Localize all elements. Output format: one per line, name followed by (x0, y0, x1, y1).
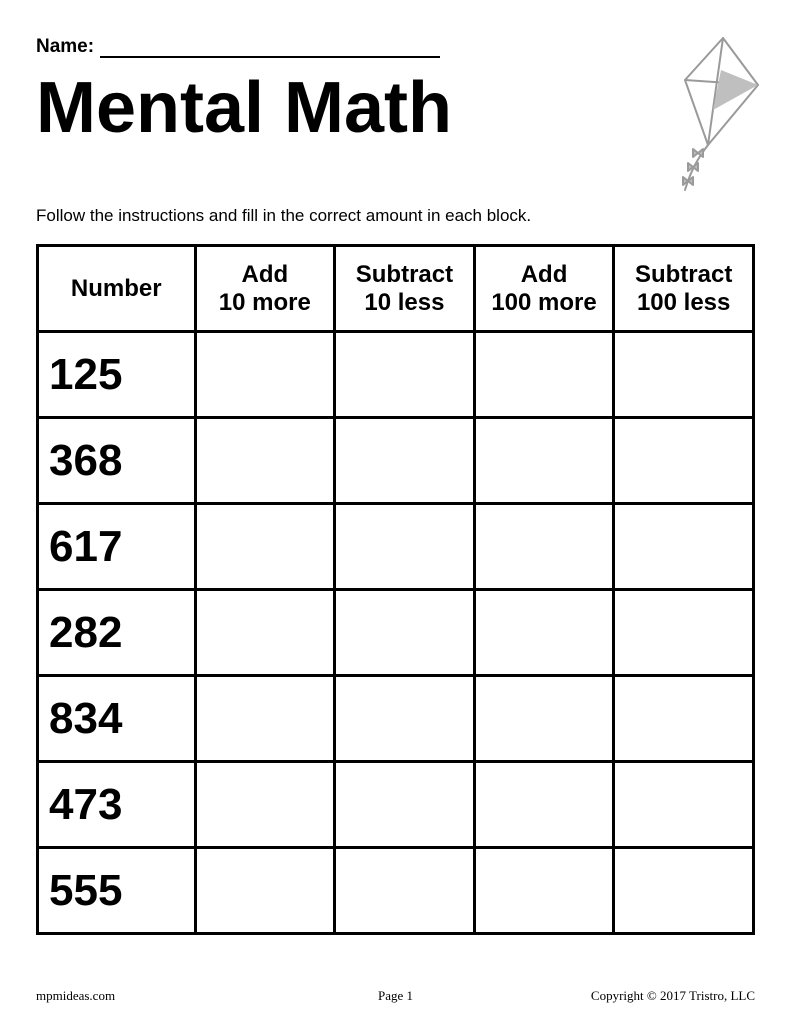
answer-cell[interactable] (614, 676, 754, 762)
answer-cell[interactable] (335, 418, 475, 504)
answer-cell[interactable] (335, 504, 475, 590)
answer-cell[interactable] (335, 676, 475, 762)
answer-cell[interactable] (195, 332, 335, 418)
answer-cell[interactable] (474, 504, 614, 590)
table-header: NumberAdd10 moreSubtract10 lessAdd100 mo… (38, 246, 754, 332)
footer-right: Copyright © 2017 Tristro, LLC (591, 988, 755, 1004)
number-cell: 834 (38, 676, 196, 762)
table-header-row: NumberAdd10 moreSubtract10 lessAdd100 mo… (38, 246, 754, 332)
answer-cell[interactable] (474, 332, 614, 418)
number-cell: 368 (38, 418, 196, 504)
answer-cell[interactable] (614, 332, 754, 418)
answer-cell[interactable] (195, 418, 335, 504)
column-header-0: Number (38, 246, 196, 332)
answer-cell[interactable] (614, 590, 754, 676)
number-cell: 617 (38, 504, 196, 590)
answer-cell[interactable] (195, 590, 335, 676)
answer-cell[interactable] (474, 418, 614, 504)
table-row: 473 (38, 762, 754, 848)
footer-left: mpmideas.com (36, 988, 115, 1004)
answer-cell[interactable] (335, 332, 475, 418)
table-row: 617 (38, 504, 754, 590)
answer-cell[interactable] (195, 504, 335, 590)
answer-cell[interactable] (614, 504, 754, 590)
table-row: 834 (38, 676, 754, 762)
answer-cell[interactable] (474, 590, 614, 676)
answer-cell[interactable] (474, 762, 614, 848)
answer-cell[interactable] (195, 848, 335, 934)
footer-center: Page 1 (378, 988, 413, 1004)
answer-cell[interactable] (335, 590, 475, 676)
kite-icon (613, 30, 763, 200)
table-row: 368 (38, 418, 754, 504)
answer-cell[interactable] (614, 418, 754, 504)
name-label: Name: (36, 36, 94, 58)
answer-cell[interactable] (195, 762, 335, 848)
number-cell: 473 (38, 762, 196, 848)
number-cell: 125 (38, 332, 196, 418)
kite-illustration (613, 30, 763, 200)
column-header-3: Add100 more (474, 246, 614, 332)
answer-cell[interactable] (335, 762, 475, 848)
worksheet-table: NumberAdd10 moreSubtract10 lessAdd100 mo… (36, 244, 755, 935)
answer-cell[interactable] (195, 676, 335, 762)
page-footer: mpmideas.com Page 1 Copyright © 2017 Tri… (36, 988, 755, 1004)
table-row: 282 (38, 590, 754, 676)
number-cell: 282 (38, 590, 196, 676)
page-title: Mental Math (36, 72, 452, 144)
answer-cell[interactable] (474, 676, 614, 762)
table-row: 125 (38, 332, 754, 418)
answer-cell[interactable] (335, 848, 475, 934)
number-cell: 555 (38, 848, 196, 934)
name-blank-line[interactable] (100, 38, 440, 58)
answer-cell[interactable] (614, 762, 754, 848)
column-header-1: Add10 more (195, 246, 335, 332)
header-row: Mental Math (36, 66, 755, 200)
column-header-2: Subtract10 less (335, 246, 475, 332)
table-row: 555 (38, 848, 754, 934)
column-header-4: Subtract100 less (614, 246, 754, 332)
answer-cell[interactable] (614, 848, 754, 934)
instructions-text: Follow the instructions and fill in the … (36, 206, 755, 226)
table-body: 125368617282834473555 (38, 332, 754, 934)
answer-cell[interactable] (474, 848, 614, 934)
